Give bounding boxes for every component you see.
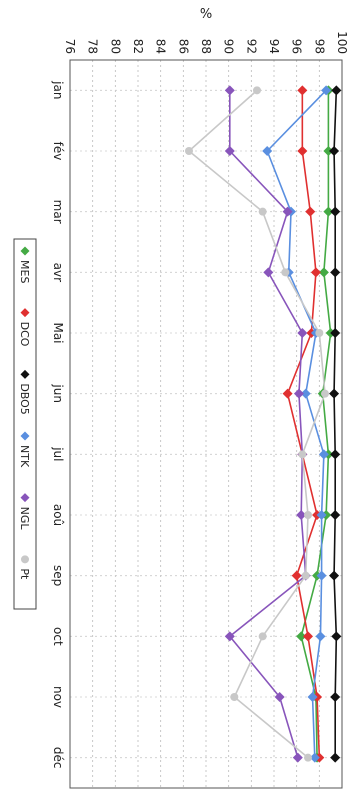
data-point	[185, 147, 193, 155]
legend-label: DCO	[18, 322, 31, 347]
x-tick-label: fév	[51, 142, 65, 161]
plot-frame	[69, 59, 343, 789]
data-point	[282, 388, 293, 399]
legend-label: MES	[18, 260, 31, 283]
data-point	[258, 632, 267, 641]
x-tick-label: déc	[51, 747, 65, 769]
data-point	[297, 146, 308, 156]
legend-marker	[20, 246, 30, 256]
series-line	[286, 90, 321, 758]
x-tick-label: mar	[51, 200, 65, 224]
data-point	[305, 206, 316, 217]
x-tick-label: avr	[51, 263, 65, 282]
data-point	[329, 570, 340, 581]
data-point	[263, 267, 274, 278]
data-point	[330, 267, 341, 278]
series-layer	[185, 85, 342, 763]
data-point	[329, 388, 340, 399]
axes: 100 98 96 94 92 90 88 86 84 82 80 78 76 jan fév mar avr M…	[51, 7, 349, 789]
data-point	[224, 85, 235, 96]
data-point	[330, 449, 341, 460]
y-tick-label: 100	[335, 31, 349, 54]
data-point	[303, 631, 313, 642]
data-point	[330, 510, 341, 520]
data-point	[297, 85, 308, 96]
x-tick-label: jun	[51, 383, 65, 403]
y-tick-label: 90	[222, 39, 236, 54]
legend-marker	[20, 493, 30, 503]
data-point	[330, 206, 341, 217]
series-line	[229, 90, 307, 758]
legend-box	[13, 238, 37, 610]
x-tick-label: aoû	[51, 504, 65, 526]
series-line	[300, 90, 332, 758]
data-point	[224, 146, 235, 156]
data-point	[230, 693, 239, 701]
series-dco	[282, 85, 325, 763]
legend-label: Pt	[18, 568, 31, 580]
y-tick-label: 86	[176, 39, 190, 54]
y-tick-label: 76	[63, 39, 77, 54]
data-point	[224, 631, 235, 642]
x-tick-label: oct	[51, 627, 65, 646]
data-point	[293, 388, 304, 399]
y-axis-label: %	[200, 7, 212, 22]
data-point	[315, 329, 324, 337]
data-point	[258, 207, 267, 216]
data-point	[304, 511, 312, 519]
series-ngl	[224, 85, 311, 763]
data-point	[331, 85, 342, 96]
data-point	[297, 328, 308, 338]
series-mes	[296, 85, 336, 763]
legend-marker	[21, 555, 29, 564]
data-point	[304, 753, 312, 762]
series-line	[266, 89, 327, 758]
data-point	[329, 146, 340, 156]
data-point	[315, 631, 326, 642]
x-tick-label: jul	[51, 446, 65, 461]
series-line	[188, 89, 326, 759]
data-point	[330, 692, 341, 702]
series-pt	[185, 86, 329, 762]
legend-label: NTK	[18, 445, 31, 468]
data-point	[330, 752, 341, 763]
y-tick-label: 82	[131, 39, 145, 54]
data-point	[253, 86, 261, 95]
y-tick-label: 96	[290, 39, 304, 54]
series-dbo5	[329, 85, 342, 763]
legend-label: DBO5	[18, 383, 31, 414]
x-tick-label: jan	[51, 80, 65, 99]
data-point	[321, 389, 329, 398]
data-point	[298, 450, 307, 459]
legend-label: NGL	[18, 507, 31, 531]
series-line	[333, 90, 338, 758]
y-tick-label: 88	[199, 39, 213, 54]
x-tick-label: nov	[51, 686, 65, 708]
data-point	[331, 631, 342, 642]
y-tick-label: 94	[267, 39, 281, 54]
y-tick-label: 92	[244, 39, 258, 54]
legend: MES DCO DBO5 NTK NGL Pt	[13, 238, 37, 610]
legend-marker	[20, 431, 30, 441]
legend-marker	[20, 308, 30, 318]
y-tick-label: 80	[108, 39, 122, 54]
data-point	[281, 268, 290, 277]
legend-marker	[20, 369, 30, 379]
y-tick-label: 78	[86, 39, 100, 54]
y-tick-label: 84	[154, 39, 168, 54]
x-tick-label: Mai	[51, 322, 65, 343]
data-point	[301, 571, 310, 580]
x-tick-label: sep	[51, 565, 65, 586]
data-point	[292, 752, 303, 763]
y-tick-label: 98	[312, 39, 326, 54]
